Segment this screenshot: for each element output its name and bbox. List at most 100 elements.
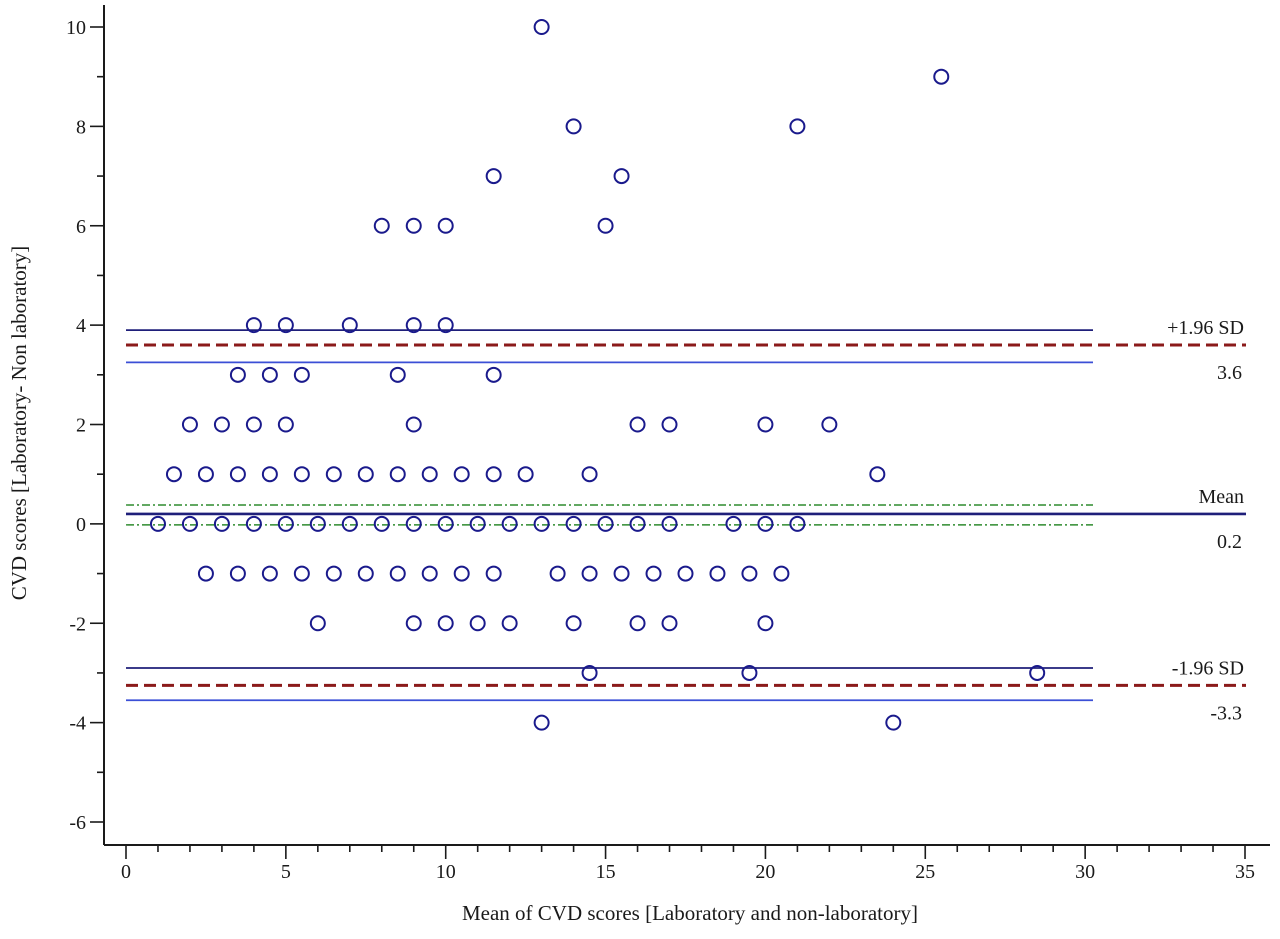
data-point (789, 118, 806, 135)
data-point (885, 714, 902, 731)
data-point (757, 416, 774, 433)
data-points (149, 19, 1046, 731)
data-point (629, 515, 646, 532)
data-point (757, 615, 774, 632)
data-point (757, 515, 774, 532)
data-point (213, 416, 230, 433)
data-point (661, 416, 678, 433)
data-point (245, 416, 262, 433)
data-point (1029, 664, 1046, 681)
data-point (533, 19, 550, 35)
data-point (293, 466, 310, 483)
data-point (501, 515, 518, 532)
data-point (197, 466, 214, 483)
data-point (661, 515, 678, 532)
data-point (245, 317, 262, 334)
data-point (357, 466, 374, 483)
data-point (149, 515, 166, 532)
data-point (517, 466, 534, 483)
data-point (581, 664, 598, 681)
data-point (613, 168, 630, 185)
y-tick-label: -4 (69, 713, 86, 735)
data-point (309, 615, 326, 632)
data-point (485, 366, 502, 383)
data-point (709, 565, 726, 582)
data-point (421, 565, 438, 582)
data-point (453, 565, 470, 582)
mean-label: Mean (1198, 486, 1244, 508)
data-point (293, 366, 310, 383)
x-axis-title: Mean of CVD scores [Laboratory and non-l… (462, 901, 918, 925)
data-point (261, 565, 278, 582)
data-point (181, 416, 198, 433)
data-point (277, 416, 294, 433)
lower-loa-value: -3.3 (1210, 702, 1242, 724)
data-point (485, 565, 502, 582)
data-point (373, 515, 390, 532)
data-point (437, 615, 454, 632)
data-point (229, 565, 246, 582)
y-tick-label: 0 (76, 514, 86, 536)
data-point (565, 515, 582, 532)
y-tick-label: 2 (76, 415, 86, 437)
data-point (581, 466, 598, 483)
data-point (629, 416, 646, 433)
data-point (565, 118, 582, 135)
data-point (325, 565, 342, 582)
data-point (325, 466, 342, 483)
mean-value: 0.2 (1217, 531, 1242, 553)
data-point (261, 366, 278, 383)
upper-loa-label: +1.96 SD (1167, 317, 1244, 339)
data-point (309, 515, 326, 532)
reference-lines (126, 329, 1246, 702)
data-point (565, 615, 582, 632)
data-point (453, 466, 470, 483)
data-point (821, 416, 838, 433)
data-point (533, 515, 550, 532)
data-point (645, 565, 662, 582)
data-point (405, 217, 422, 234)
data-point (789, 515, 806, 532)
y-tick-label: -6 (69, 812, 86, 834)
data-point (581, 565, 598, 582)
data-point (469, 515, 486, 532)
y-tick-label: 6 (76, 216, 86, 238)
data-point (261, 466, 278, 483)
data-point (293, 565, 310, 582)
y-tick-label: 4 (76, 315, 86, 337)
data-point (549, 565, 566, 582)
data-point (213, 515, 230, 532)
data-point (469, 615, 486, 632)
x-tick-label: 15 (596, 861, 616, 883)
data-point (389, 466, 406, 483)
data-point (597, 217, 614, 234)
data-point (501, 615, 518, 632)
data-point (245, 515, 262, 532)
data-point (437, 515, 454, 532)
data-point (613, 565, 630, 582)
data-point (725, 515, 742, 532)
data-point (677, 565, 694, 582)
x-tick-label: 20 (755, 861, 775, 883)
data-point (869, 466, 886, 483)
data-point (357, 565, 374, 582)
data-point (341, 317, 358, 334)
data-point (741, 664, 758, 681)
y-tick-label: -2 (69, 613, 86, 635)
data-point (197, 565, 214, 582)
x-tick-label: 35 (1235, 861, 1255, 883)
y-tick-label: 8 (76, 116, 86, 138)
data-point (533, 714, 550, 731)
data-point (229, 466, 246, 483)
x-tick-label: 10 (436, 861, 456, 883)
upper-loa-value: 3.6 (1217, 362, 1242, 384)
data-point (341, 515, 358, 532)
data-point (773, 565, 790, 582)
data-point (181, 515, 198, 532)
data-point (741, 565, 758, 582)
x-tick-label: 30 (1075, 861, 1095, 883)
data-point (405, 515, 422, 532)
x-tick-label: 0 (121, 861, 131, 883)
data-point (405, 416, 422, 433)
